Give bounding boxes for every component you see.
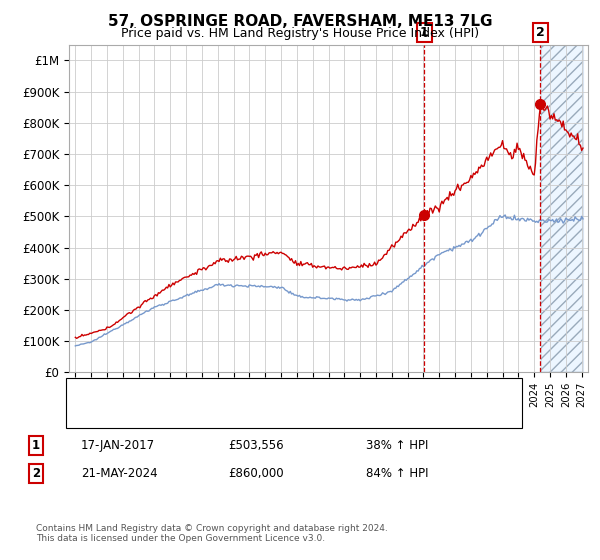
Text: 17-JAN-2017: 17-JAN-2017 <box>81 438 155 452</box>
Text: 84% ↑ HPI: 84% ↑ HPI <box>366 466 428 480</box>
Text: 2: 2 <box>536 26 545 39</box>
Text: 57, OSPRINGE ROAD, FAVERSHAM, ME13 7LG (detached house): 57, OSPRINGE ROAD, FAVERSHAM, ME13 7LG (… <box>108 389 438 399</box>
Text: 1: 1 <box>32 438 40 452</box>
Text: ———: ——— <box>75 408 116 422</box>
Text: ———: ——— <box>75 386 116 401</box>
Text: 1: 1 <box>419 26 428 39</box>
Text: 57, OSPRINGE ROAD, FAVERSHAM, ME13 7LG: 57, OSPRINGE ROAD, FAVERSHAM, ME13 7LG <box>108 14 492 29</box>
Text: 21-MAY-2024: 21-MAY-2024 <box>81 466 158 480</box>
Text: £860,000: £860,000 <box>228 466 284 480</box>
Text: HPI: Average price, detached house, Swale: HPI: Average price, detached house, Swal… <box>108 409 332 419</box>
Text: Contains HM Land Registry data © Crown copyright and database right 2024.
This d: Contains HM Land Registry data © Crown c… <box>36 524 388 543</box>
Text: 38% ↑ HPI: 38% ↑ HPI <box>366 438 428 452</box>
Text: Price paid vs. HM Land Registry's House Price Index (HPI): Price paid vs. HM Land Registry's House … <box>121 27 479 40</box>
Text: 2: 2 <box>32 466 40 480</box>
Text: £503,556: £503,556 <box>228 438 284 452</box>
